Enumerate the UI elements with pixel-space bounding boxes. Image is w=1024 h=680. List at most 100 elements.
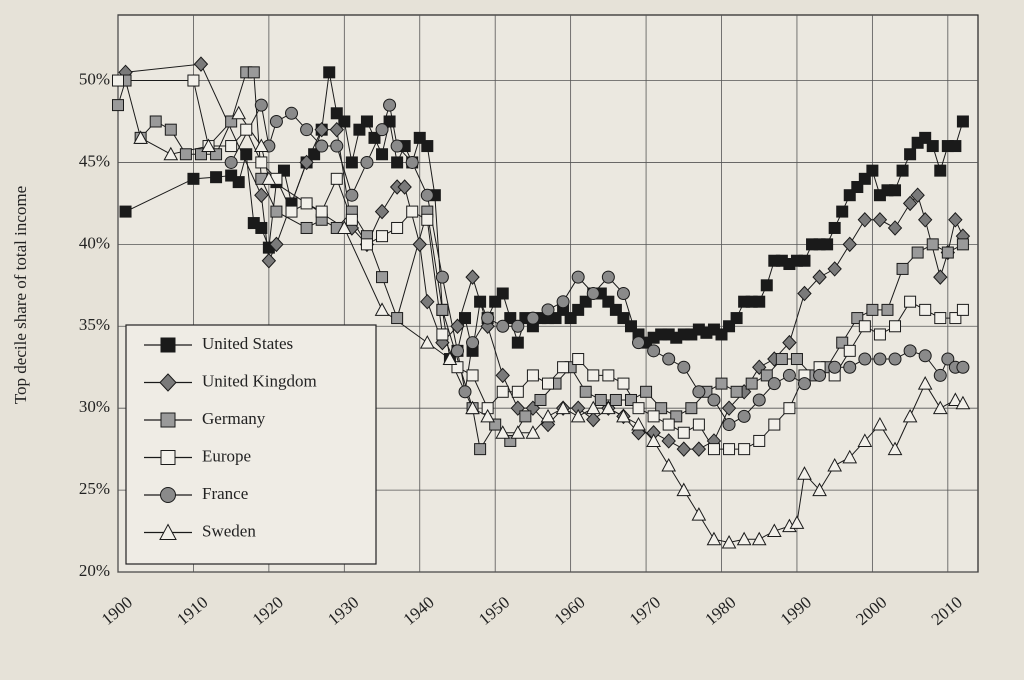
marker (797, 466, 812, 480)
marker (918, 349, 932, 363)
marker (904, 148, 917, 161)
marker (602, 369, 615, 382)
marker (918, 212, 933, 228)
marker (738, 443, 751, 456)
marker (902, 408, 918, 423)
marker (225, 140, 238, 153)
marker (827, 261, 842, 277)
marker (872, 417, 888, 431)
marker (866, 164, 879, 177)
marker (376, 230, 389, 243)
marker (481, 311, 495, 325)
marker (179, 148, 192, 161)
marker (827, 457, 843, 472)
marker (601, 400, 616, 415)
marker (231, 105, 247, 120)
marker (685, 402, 698, 415)
marker (299, 154, 314, 171)
marker (706, 531, 722, 546)
marker (194, 148, 207, 161)
marker (902, 195, 918, 212)
marker (496, 385, 509, 398)
marker (345, 213, 358, 226)
marker (857, 212, 873, 228)
marker (617, 312, 630, 325)
marker (587, 369, 600, 382)
marker (300, 221, 313, 234)
marker (412, 236, 427, 253)
marker (751, 531, 767, 546)
marker (496, 287, 509, 300)
marker (782, 334, 797, 351)
marker (760, 369, 773, 382)
marker (632, 336, 646, 350)
marker (504, 434, 517, 447)
marker (285, 205, 298, 218)
marker (210, 171, 223, 184)
marker (413, 131, 426, 144)
marker (368, 131, 381, 144)
series-markers (112, 74, 969, 456)
marker (314, 121, 329, 138)
marker (336, 220, 352, 234)
marker (187, 172, 200, 185)
marker (586, 411, 601, 428)
legend-label: Germany (202, 409, 266, 428)
marker (783, 402, 796, 415)
marker (948, 212, 963, 228)
marker (255, 221, 268, 234)
marker (828, 360, 842, 374)
marker (889, 184, 902, 197)
marker (360, 155, 374, 169)
marker (163, 146, 179, 161)
marker (435, 270, 449, 284)
marker (797, 285, 812, 302)
marker (851, 181, 864, 194)
marker (261, 253, 277, 269)
marker (873, 328, 886, 341)
y-axis-label: Top decile share of total income (11, 186, 30, 404)
marker (872, 212, 888, 228)
marker (465, 400, 480, 415)
marker (526, 369, 539, 382)
marker (919, 131, 932, 144)
marker (646, 433, 661, 447)
marker (556, 295, 570, 309)
marker (420, 188, 434, 202)
marker (873, 352, 887, 366)
marker (632, 402, 645, 415)
marker (730, 385, 743, 398)
marker (887, 441, 903, 456)
marker (896, 164, 909, 177)
marker (160, 487, 176, 503)
marker (360, 115, 373, 128)
marker (323, 66, 336, 79)
marker (736, 531, 752, 546)
marker (254, 98, 268, 112)
marker (933, 368, 947, 382)
marker (374, 203, 390, 220)
marker (164, 123, 177, 136)
marker (570, 408, 586, 423)
marker (949, 140, 962, 153)
marker (459, 312, 472, 325)
marker (329, 121, 344, 138)
marker (721, 534, 737, 549)
marker (572, 303, 585, 316)
marker (420, 293, 435, 310)
marker (419, 335, 435, 349)
marker (775, 353, 788, 366)
marker (753, 434, 766, 447)
marker (896, 262, 909, 275)
marker (843, 189, 856, 202)
marker (225, 169, 238, 182)
marker (225, 115, 238, 128)
y-tick-label: 40% (79, 233, 110, 252)
marker (789, 515, 805, 529)
marker (338, 115, 351, 128)
marker (466, 336, 480, 350)
marker (941, 246, 954, 259)
marker (572, 353, 585, 366)
marker (647, 410, 660, 423)
